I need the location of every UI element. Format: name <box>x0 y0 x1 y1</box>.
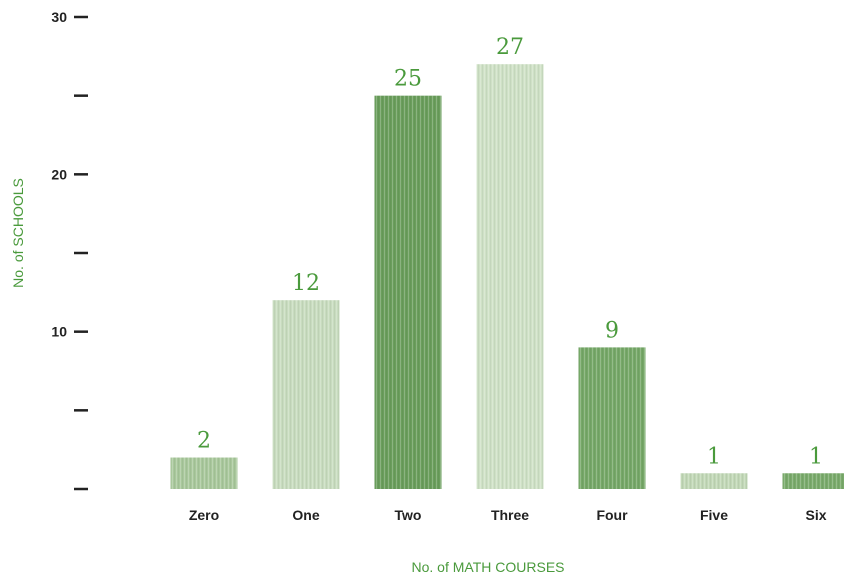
x-tick-label-two: Two <box>395 507 422 523</box>
x-tick-label-five: Five <box>700 507 728 523</box>
bar-four <box>578 347 646 489</box>
x-tick-label-three: Three <box>491 507 529 523</box>
y-tick-label-10: 10 <box>51 324 67 340</box>
data-label-two: 25 <box>394 67 422 92</box>
bar-six <box>782 473 844 489</box>
y-axis: 10 20 30 <box>51 9 88 491</box>
y-tick-label-20: 20 <box>51 166 67 182</box>
x-tick-label-six: Six <box>805 507 826 523</box>
data-label-one: 12 <box>292 271 320 296</box>
y-tick-label-30: 30 <box>51 9 67 25</box>
data-label-four: 9 <box>605 318 619 343</box>
x-tick-label-zero: Zero <box>189 507 219 523</box>
bars <box>170 64 844 490</box>
bar-one <box>272 300 340 489</box>
x-axis-title: No. of MATH COURSES <box>412 559 565 575</box>
x-axis: Zero One Two Three Four Five Six <box>189 507 827 523</box>
y-axis-title: No. of SCHOOLS <box>10 178 26 288</box>
data-labels: 2 12 25 27 9 1 1 <box>197 35 823 469</box>
data-label-three: 27 <box>496 35 524 60</box>
bar-five <box>680 473 748 489</box>
bar-two <box>374 95 442 490</box>
x-tick-label-one: One <box>292 507 319 523</box>
data-label-zero: 2 <box>197 429 211 454</box>
bar-three <box>476 64 544 489</box>
bar-zero <box>170 457 238 489</box>
data-label-five: 1 <box>707 444 721 469</box>
data-label-six: 1 <box>809 444 823 469</box>
x-tick-label-four: Four <box>596 507 628 523</box>
